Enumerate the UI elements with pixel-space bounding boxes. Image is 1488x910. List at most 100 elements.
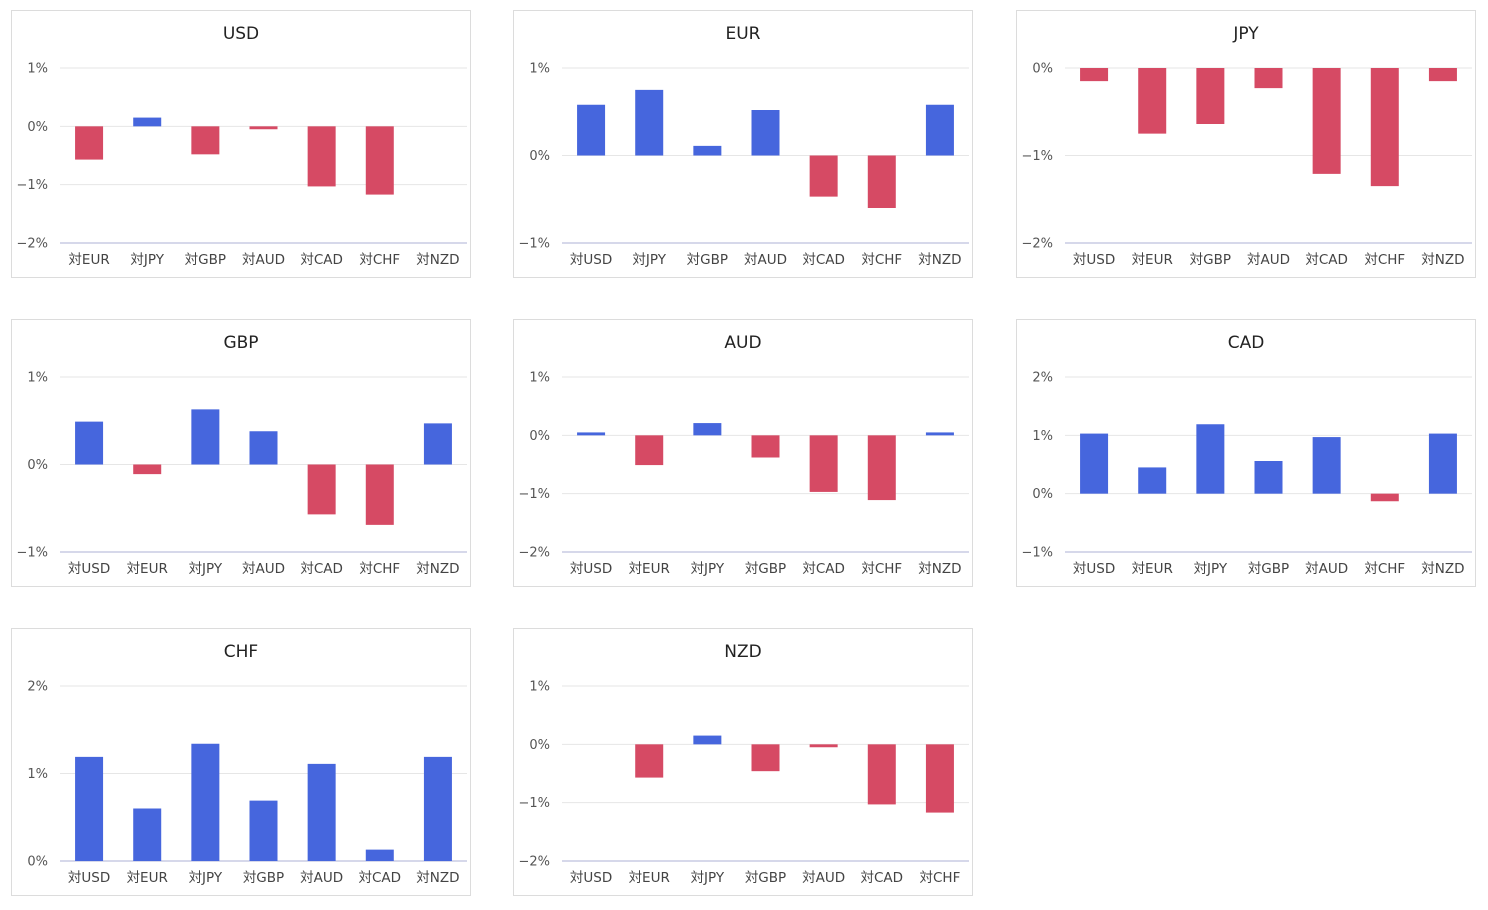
x-tick-label: 対USD: [1073, 252, 1115, 268]
x-tick-label: 対AUD: [300, 870, 343, 886]
x-tick-label: 対CAD: [802, 252, 845, 268]
x-tick-label: 対CHF: [359, 561, 400, 577]
x-tick-label: 対EUR: [68, 252, 109, 268]
bar-gbp-2: [191, 409, 220, 465]
x-tick-label: 対JPY: [189, 870, 223, 886]
bar-jpy-3: [1254, 68, 1283, 89]
bar-gbp-5: [365, 464, 394, 525]
x-tick-label: 対CAD: [861, 870, 904, 886]
bar-eur-4: [809, 155, 838, 197]
x-tick-label: 対CHF: [1364, 561, 1405, 577]
bar-chf-4: [307, 763, 336, 861]
x-tick-label: 対AUD: [802, 870, 845, 886]
chart-title: JPY: [1232, 24, 1259, 44]
x-tick-label: 対JPY: [130, 252, 164, 268]
x-tick-label: 対GBP: [1190, 252, 1231, 268]
x-tick-label: 対NZD: [918, 252, 961, 268]
x-tick-label: 対CAD: [300, 561, 343, 577]
chart-svg-aud: AUD 1% 0% −1% −2% 対USD 対EUR 対JPY 対GBP 対CAD 対CHF 対NZ…: [518, 333, 969, 577]
bar-usd-3: [249, 126, 278, 130]
x-tick-label: 対JPY: [691, 561, 725, 577]
chart-svg-cad: CAD 2% 1% 0% −1% 対USD 対EUR 対JPY 対GBP 対AUD 対CHF 対NZD: [1021, 333, 1472, 577]
chart-panel-jpy: JPY 0% −1% −2% 対USD 対EUR 対GBP 対AUD 対CAD 対CHF 対NZD: [1016, 10, 1476, 278]
bar-aud-3: [751, 435, 780, 458]
y-tick-label: 1%: [529, 680, 550, 695]
x-tick-label: 対USD: [68, 561, 110, 577]
x-tick-label: 対NZD: [918, 561, 961, 577]
y-tick-label: 1%: [27, 371, 48, 386]
bar-cad-1: [1138, 467, 1167, 494]
y-tick-label: −2%: [1021, 237, 1053, 252]
x-tick-label: 対GBP: [687, 252, 728, 268]
x-tick-label: 対GBP: [243, 870, 284, 886]
x-tick-label: 対NZD: [1421, 252, 1464, 268]
chart-title: AUD: [724, 333, 761, 353]
chart-svg-eur: EUR 1% 0% −1% 対USD 対JPY 対GBP 対AUD 対CAD 対CHF 対NZD: [518, 24, 969, 268]
y-tick-label: 0%: [1032, 487, 1053, 502]
bar-jpy-1: [1138, 68, 1167, 134]
bar-nzd-5: [867, 744, 896, 805]
x-tick-label: 対AUD: [242, 561, 285, 577]
bar-aud-4: [809, 435, 838, 492]
bar-nzd-1: [635, 744, 664, 778]
y-tick-label: −2%: [518, 855, 550, 870]
y-tick-label: −1%: [16, 178, 48, 193]
chart-panel-gbp: GBP 1% 0% −1% 対USD 対EUR 対JPY 対AUD 対CAD 対CHF 対NZD: [11, 319, 471, 587]
bar-eur-6: [925, 104, 954, 156]
y-tick-label: −1%: [1021, 149, 1053, 164]
x-tick-label: 対GBP: [745, 561, 786, 577]
y-tick-label: 0%: [529, 738, 550, 753]
bar-chf-2: [191, 743, 220, 861]
chart-title: CHF: [224, 642, 258, 662]
chart-svg-chf: CHF 2% 1% 0% 対USD 対EUR 対JPY 対GBP 対AUD 対CAD 対NZD: [27, 642, 467, 886]
x-tick-label: 対EUR: [1132, 561, 1173, 577]
x-tick-label: 対GBP: [745, 870, 786, 886]
chart-panel-eur: EUR 1% 0% −1% 対USD 対JPY 対GBP 対AUD 対CAD 対CHF 対NZD: [513, 10, 973, 278]
x-tick-label: 対NZD: [416, 870, 459, 886]
x-tick-label: 対USD: [68, 870, 110, 886]
x-tick-label: 対NZD: [1421, 561, 1464, 577]
y-tick-label: 1%: [27, 62, 48, 77]
bar-cad-0: [1080, 433, 1109, 494]
x-tick-label: 対CHF: [861, 252, 902, 268]
bar-gbp-3: [249, 431, 278, 465]
bar-nzd-2: [693, 735, 722, 745]
x-tick-label: 対JPY: [1194, 561, 1228, 577]
bar-eur-5: [867, 155, 896, 208]
x-tick-label: 対USD: [570, 561, 612, 577]
bar-cad-6: [1428, 433, 1457, 494]
y-tick-label: −1%: [16, 546, 48, 561]
bar-jpy-4: [1312, 68, 1341, 174]
y-tick-label: 0%: [27, 120, 48, 135]
bar-jpy-0: [1080, 68, 1109, 82]
chart-title: EUR: [726, 24, 761, 44]
y-tick-label: 1%: [529, 62, 550, 77]
x-tick-label: 対USD: [570, 870, 612, 886]
y-tick-label: −2%: [16, 237, 48, 252]
bar-aud-0: [577, 432, 606, 436]
bar-usd-0: [75, 126, 104, 160]
x-tick-label: 対CAD: [300, 252, 343, 268]
y-tick-label: 1%: [1032, 429, 1053, 444]
bar-usd-4: [307, 126, 336, 187]
bar-chf-0: [75, 756, 104, 861]
bar-chf-1: [133, 808, 162, 861]
x-tick-label: 対EUR: [629, 561, 670, 577]
chart-panel-cad: CAD 2% 1% 0% −1% 対USD 対EUR 対JPY 対GBP 対AUD 対CHF 対NZD: [1016, 319, 1476, 587]
bar-nzd-3: [751, 744, 780, 772]
bar-gbp-6: [423, 423, 452, 465]
bar-eur-3: [751, 110, 780, 156]
x-tick-label: 対CHF: [861, 561, 902, 577]
chart-title: CAD: [1228, 333, 1265, 353]
bar-chf-6: [423, 756, 452, 861]
bar-nzd-4: [809, 744, 838, 748]
x-tick-label: 対JPY: [691, 870, 725, 886]
x-tick-label: 対CAD: [1305, 252, 1348, 268]
bar-aud-2: [693, 423, 722, 436]
chart-svg-usd: USD 1% 0% −1% −2% 対EUR 対JPY 対GBP 対AUD 対CAD 対CHF 対NZ…: [16, 24, 467, 268]
x-tick-label: 対EUR: [127, 870, 168, 886]
x-tick-label: 対USD: [570, 252, 612, 268]
x-tick-label: 対USD: [1073, 561, 1115, 577]
y-tick-label: 0%: [529, 429, 550, 444]
bar-chf-5: [365, 849, 394, 861]
